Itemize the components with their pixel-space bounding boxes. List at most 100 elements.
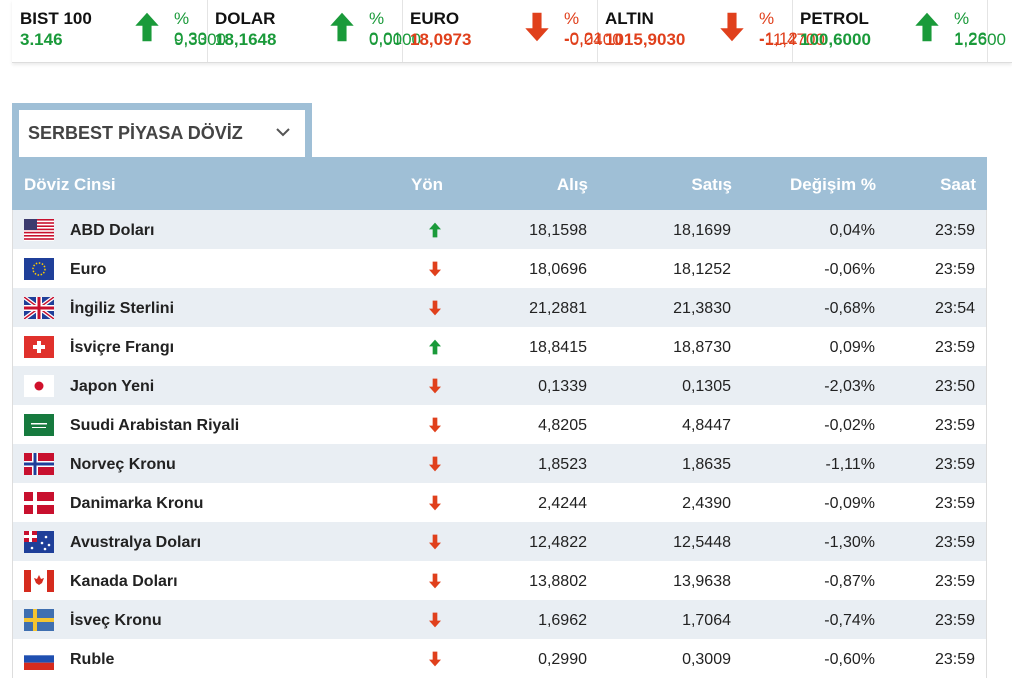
cell-change: -0,60% [824,651,875,668]
cell-time: 23:59 [934,495,975,512]
table-row: Danimarka Kronu 2,4244 2,4390 -0,09% 23:59 [12,483,987,522]
arrow-shape [429,612,441,628]
table-row: Norveç Kronu 1,8523 1,8635 -1,11% 23:59 [12,444,987,483]
cell-change: -0,74% [824,612,875,629]
cell-change: -2,03% [824,378,875,395]
cell-buy: 2,4244 [538,495,587,512]
direction-arrow [915,12,939,42]
ticker-item: DOLAR 18,1648 % 0,01 0,0000 [207,0,421,62]
direction-arrow [429,261,441,277]
ticker-change: 9,3300 [174,30,226,49]
cell-change: -0,06% [824,261,875,278]
flag-icon [24,375,54,397]
flag-icon [24,453,54,475]
flag-icon [24,609,54,631]
arrow-shape [429,534,441,550]
flag-icon [24,648,54,670]
table-row: Avustralya Doları 12,4822 12,5448 -1,30% 23:… [12,522,987,561]
direction-arrow [429,456,441,472]
flag-part [44,535,48,539]
arrow-shape [429,300,441,316]
currency-name: Danimarka Kronu [70,495,204,512]
ticker-item: BIST 100 3.146 % 0,30 9,3300 [12,0,226,62]
flag-part [31,423,47,425]
arrow-shape [429,456,441,472]
flag-part [24,235,54,237]
flag-part [24,501,54,505]
ticker-name: EURO [410,9,460,28]
cell-sell: 18,8730 [673,339,731,356]
column-header: Yön [410,175,444,194]
column-header: Döviz Cinsi [24,175,116,194]
cell-time: 23:59 [934,222,975,239]
cell-time: 23:59 [934,534,975,551]
cell-time: 23:59 [934,261,975,278]
arrow-shape [330,12,354,42]
flag-part [32,427,46,428]
ticker-value: 1015,9030 [605,30,686,49]
ticker-item: ALTIN 1015,9030 % -1,12 -11,4700 [597,0,825,62]
cell-change: -0,02% [824,417,875,434]
flag-part [24,662,54,670]
table-row: Euro 18,0696 18,1252 -0,06% 23:59 [12,249,987,288]
flag-icon [24,492,54,514]
arrow-shape [720,12,744,42]
flag-part [24,618,54,622]
ticker-change: -11,4700 [759,30,825,49]
ticker-bar: BIST 100 3.146 % 0,30 9,3300 DOLAR 18,1648 % 0… [12,0,1012,63]
table-row: Japon Yeni 0,1339 0,1305 -2,03% 23:50 [12,366,987,405]
ticker-value: 100,6000 [800,30,871,49]
flag-part [24,222,54,224]
dropdown-chevron [276,128,290,137]
currency-name: Suudi Arabistan Riyali [70,417,240,434]
flag-part [24,225,54,227]
ticker-name: BIST 100 [20,9,92,28]
direction-arrow [429,534,441,550]
flag-part [24,462,54,466]
arrow-shape [429,495,441,511]
flag-part [24,414,54,436]
cell-buy: 1,8523 [538,456,587,473]
cell-buy: 0,1339 [538,378,587,395]
flag-icon [24,258,54,280]
dropdown-label: SERBEST PİYASA DÖVİZ [28,123,243,143]
currency-name: Avustralya Doları [70,534,202,551]
cell-time: 23:59 [934,612,975,629]
cell-sell: 13,9638 [673,573,731,590]
column-header: Satış [691,175,732,194]
flag-part [34,575,44,585]
direction-arrow [525,12,549,42]
dropdown[interactable]: SERBEST PİYASA DÖVİZ [12,103,312,157]
arrow-shape [429,651,441,667]
flag-icon [24,297,54,319]
flag-icon [24,531,54,553]
flag-part [24,655,54,663]
flag-part [24,258,54,280]
flag-part [24,228,54,231]
currency-name: Euro [70,261,107,278]
cell-time: 23:59 [934,456,975,473]
table-row: İsveç Kronu 1,6962 1,7064 -0,74% 23:59 [12,600,987,639]
direction-arrow [720,12,744,42]
cell-buy: 18,1598 [529,222,587,239]
cell-change: -0,68% [824,300,875,317]
arrow-shape [429,378,441,394]
cell-buy: 12,4822 [529,534,587,551]
currency-name: Japon Yeni [70,378,155,395]
cell-buy: 1,6962 [538,612,587,629]
cell-buy: 13,8802 [529,573,587,590]
cell-sell: 1,8635 [682,456,731,473]
cell-time: 23:59 [934,339,975,356]
table-row: Suudi Arabistan Riyali 4,8205 4,8447 -0,02%… [12,405,987,444]
ticker-item: EURO 18,0973 % -0,21 -0,0400 [402,0,622,62]
cell-sell: 0,1305 [682,378,731,395]
flag-part [32,262,46,276]
dropdown-box[interactable] [19,110,305,157]
ticker-name: DOLAR [215,9,276,28]
cell-sell: 1,7064 [682,612,731,629]
table-row: Kanada Doları 13,8802 13,9638 -0,87% 23:59 [12,561,987,600]
cell-time: 23:59 [934,417,975,434]
arrow-shape [429,573,441,589]
ticker-name: PETROL [800,9,869,28]
column-header: Alış [556,175,588,194]
